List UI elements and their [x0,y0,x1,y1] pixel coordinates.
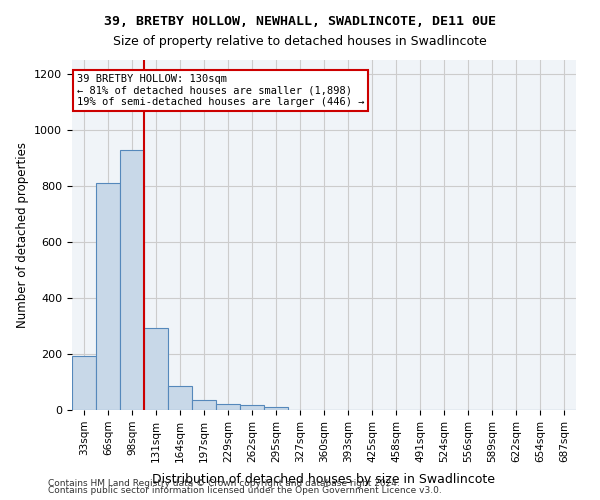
Bar [168,386,192,410]
Bar [264,407,288,410]
Bar [240,405,264,410]
Bar [120,150,144,410]
Y-axis label: Number of detached properties: Number of detached properties [16,142,29,328]
Bar [72,356,96,410]
Bar [144,328,168,410]
Text: 39, BRETBY HOLLOW, NEWHALL, SWADLINCOTE, DE11 0UE: 39, BRETBY HOLLOW, NEWHALL, SWADLINCOTE,… [104,15,496,28]
Text: Contains HM Land Registry data © Crown copyright and database right 2024.: Contains HM Land Registry data © Crown c… [48,478,400,488]
Text: 39 BRETBY HOLLOW: 130sqm
← 81% of detached houses are smaller (1,898)
19% of sem: 39 BRETBY HOLLOW: 130sqm ← 81% of detach… [77,74,364,107]
Bar [96,183,120,410]
Bar [216,404,240,410]
Text: Contains public sector information licensed under the Open Government Licence v3: Contains public sector information licen… [48,486,442,495]
Bar [192,400,216,410]
X-axis label: Distribution of detached houses by size in Swadlincote: Distribution of detached houses by size … [152,473,496,486]
Text: Size of property relative to detached houses in Swadlincote: Size of property relative to detached ho… [113,35,487,48]
